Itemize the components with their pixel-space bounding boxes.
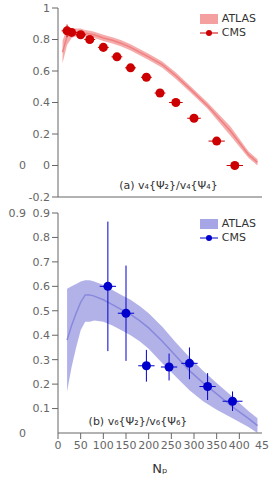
svg-text:0.4: 0.4: [33, 329, 51, 342]
svg-text:0.9: 0.9: [33, 207, 51, 220]
svg-text:0: 0: [19, 159, 26, 172]
svg-text:0: 0: [43, 159, 50, 172]
html-text:ATLAS: ATLAS: [221, 12, 256, 25]
svg-text:0.6: 0.6: [33, 280, 51, 293]
svg-text:0.6: 0.6: [33, 65, 51, 78]
svg-text:0.2: 0.2: [33, 128, 51, 141]
svg-text:0.2: 0.2: [33, 378, 51, 391]
html-text:CMS: CMS: [221, 231, 246, 244]
svg-text:0.3: 0.3: [33, 354, 51, 367]
html-text:CMS: CMS: [221, 26, 246, 39]
html-text:(a) v₄{Ψ₂}/v₄{Ψ₄}: (a) v₄{Ψ₂}/v₄{Ψ₄}: [119, 179, 218, 192]
svg-text:45: 45: [255, 439, 268, 452]
svg-text:0: 0: [19, 427, 26, 440]
svg-text:0.4: 0.4: [33, 96, 51, 109]
html-text:(b) v₆{Ψ₂}/v₆{Ψ₆}: (b) v₆{Ψ₂}/v₆{Ψ₆}: [88, 415, 188, 428]
svg-text:0.5: 0.5: [33, 305, 51, 318]
html-text:ATLAS: ATLAS: [221, 217, 256, 230]
svg-text:0.7: 0.7: [33, 256, 51, 269]
svg-text:100: 100: [93, 439, 114, 452]
svg-text:0.8: 0.8: [33, 231, 51, 244]
svg-text:0.9: 0.9: [9, 207, 27, 220]
svg-text:350: 350: [206, 439, 227, 452]
svg-text:Nₚ: Nₚ: [152, 461, 167, 476]
svg-text:0.8: 0.8: [33, 33, 51, 46]
svg-text:200: 200: [138, 439, 159, 452]
svg-text:1: 1: [43, 2, 50, 15]
svg-text:150: 150: [116, 439, 137, 452]
svg-text:50: 50: [74, 439, 88, 452]
svg-text:300: 300: [184, 439, 205, 452]
svg-text:250: 250: [161, 439, 182, 452]
svg-text:-0.2: -0.2: [29, 191, 50, 204]
svg-text:0.1: 0.1: [33, 402, 51, 415]
svg-text:0: 0: [55, 439, 62, 452]
svg-text:400: 400: [229, 439, 250, 452]
